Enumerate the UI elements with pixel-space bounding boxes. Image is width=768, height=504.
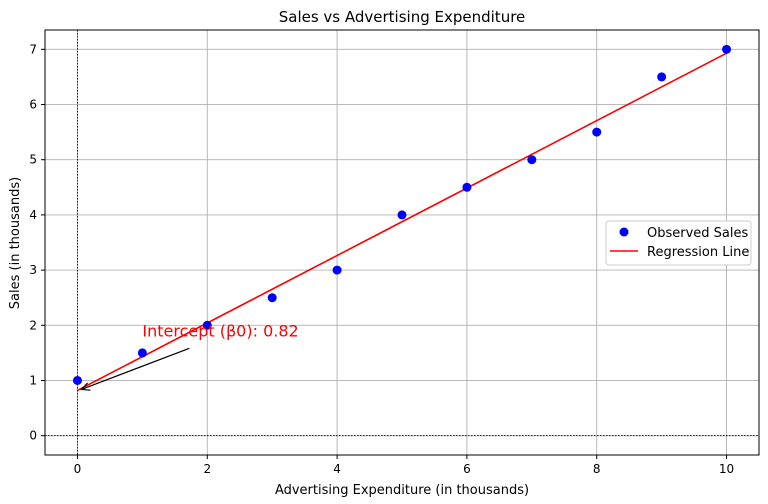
x-ticks: 0 2 4 6 8 10 — [74, 455, 734, 476]
y-tick-label: 2 — [29, 318, 37, 332]
legend-marker-observed-sales — [619, 227, 629, 237]
y-axis-label: Sales (in thousands) — [8, 177, 23, 309]
legend-label-observed-sales: Observed Sales — [647, 226, 749, 241]
x-axis-label: Advertising Expenditure (in thousands) — [275, 483, 529, 498]
y-tick-label: 6 — [29, 98, 37, 112]
x-tick-label: 0 — [74, 462, 82, 476]
x-tick-label: 4 — [333, 462, 341, 476]
y-tick-label: 4 — [29, 208, 37, 222]
data-point — [397, 210, 407, 220]
annotation-label: Intercept (β0): 0.82 — [142, 321, 298, 340]
plot-frame — [44, 29, 760, 456]
annotation-arrowhead — [80, 382, 91, 391]
regression-line — [77, 52, 727, 392]
y-tick-label: 0 — [29, 429, 37, 443]
x-tick-label: 2 — [203, 462, 211, 476]
legend-box — [605, 220, 752, 266]
y-tick-label: 5 — [29, 153, 37, 167]
legend-label-regression-line: Regression Line — [647, 245, 749, 260]
data-point — [527, 155, 537, 165]
annotation-arrow — [81, 347, 190, 390]
annotation: Intercept (β0): 0.82 — [80, 321, 299, 391]
data-point — [332, 265, 342, 275]
data-point — [137, 348, 147, 358]
y-tick-label: 1 — [29, 373, 37, 387]
x-tick-label: 10 — [719, 462, 734, 476]
chart-title: Sales vs Advertising Expenditure — [279, 8, 526, 26]
x-tick-label: 8 — [593, 462, 601, 476]
y-ticks: 0 1 2 3 4 5 6 7 — [29, 42, 45, 443]
x-tick-label: 6 — [463, 462, 471, 476]
data-point — [72, 375, 82, 385]
data-point — [462, 182, 472, 192]
data-point — [657, 72, 667, 82]
data-point — [722, 44, 732, 54]
data-point — [592, 127, 602, 137]
series-layer — [72, 44, 732, 392]
data-point — [267, 293, 277, 303]
y-tick-label: 7 — [29, 42, 37, 56]
legend: Observed Sales Regression Line — [605, 220, 752, 266]
data-point — [202, 320, 212, 330]
y-tick-label: 3 — [29, 263, 37, 277]
